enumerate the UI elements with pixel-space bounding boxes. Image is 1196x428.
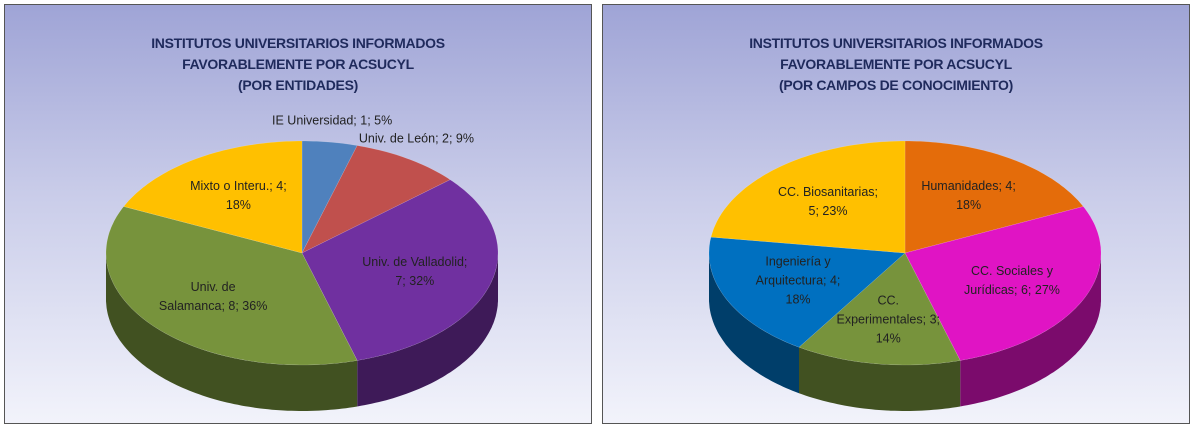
data-label: Univ. de Salamanca; 8; 36% [158, 280, 268, 313]
chart-title: INSTITUTOS UNIVERSITARIOS INFORMADOS FAV… [749, 35, 1043, 93]
pie-slice [904, 140, 1084, 254]
data-label: Humanidades; 4; 18% [921, 179, 1016, 213]
pie-slice-side [357, 253, 498, 407]
pie-slice [798, 252, 961, 366]
chart-panel: INSTITUTOS UNIVERSITARIOS INFORMADOS FAV… [4, 4, 592, 424]
data-label: Mixto o Interu.; 4; 18% [190, 179, 287, 213]
pie-slice [904, 206, 1102, 361]
pie-slice-side [799, 347, 961, 411]
pie-slice [708, 236, 906, 348]
pie-chart [708, 140, 1102, 411]
data-label: Ingeniería y Arquitectura; 4; 18% [755, 254, 841, 307]
pie-slice-side [106, 253, 358, 411]
chart-panel: INSTITUTOS UNIVERSITARIOS INFORMADOS FAV… [602, 4, 1190, 424]
data-label: Univ. de León; 2; 9% [358, 131, 474, 146]
pie-slice-side [709, 253, 799, 394]
pie-slice [301, 179, 499, 361]
data-label: CC. Sociales y Jurídicas; 6; 27% [964, 263, 1060, 297]
pie-slice [123, 140, 303, 254]
data-label: Univ. de Valladolid; 7; 32% [362, 254, 468, 288]
pie-slice [105, 206, 358, 366]
pie-slice [301, 145, 451, 254]
pie-slice-side [960, 253, 1101, 407]
data-label: IE Universidad; 1; 5% [272, 113, 393, 128]
data-label: CC. Biosanitarias; 5; 23% [777, 185, 878, 219]
pie-slice [710, 140, 906, 254]
pie-chart [105, 140, 499, 411]
chart-title: INSTITUTOS UNIVERSITARIOS INFORMADOS FAV… [151, 35, 445, 93]
pie-slice [301, 140, 358, 254]
data-label: CC. Experimentales; 3; 14% [836, 293, 941, 346]
